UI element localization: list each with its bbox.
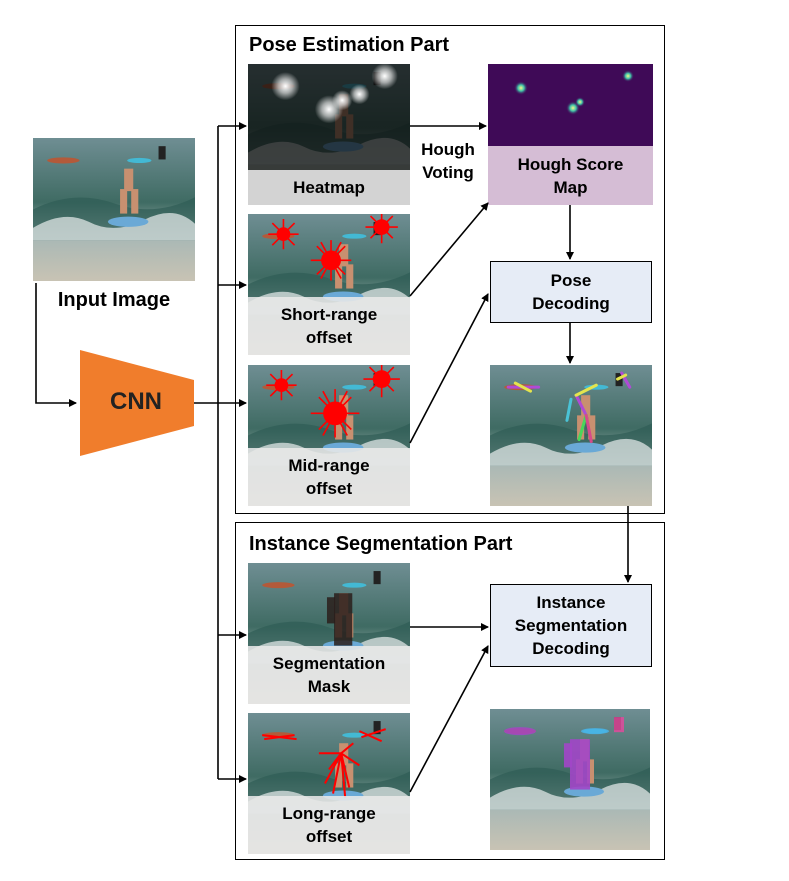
seg-section-title: Instance Segmentation Part [249, 533, 513, 555]
mid-range-offset-thumb: Mid-range offset [248, 365, 410, 506]
long-range-offset-thumb: Long-range offset [248, 713, 410, 854]
cnn-label: CNN [110, 388, 162, 415]
pose-output-image [490, 365, 652, 506]
cnn-block [80, 350, 194, 456]
pose-estimation-section [235, 25, 665, 514]
pose-decoding-node: Pose Decoding [490, 261, 652, 323]
hough-score-map-thumb: Hough Score Map [488, 64, 653, 205]
short-range-caption: Short-range offset [248, 297, 410, 355]
long-range-caption: Long-range offset [248, 796, 410, 854]
short-range-offset-thumb: Short-range offset [248, 214, 410, 355]
hough-score-map-caption: Hough Score Map [488, 146, 653, 205]
heatmap-thumb: Heatmap [248, 64, 410, 205]
segmentation-mask-caption: Segmentation Mask [248, 646, 410, 704]
segmentation-mask-thumb: Segmentation Mask [248, 563, 410, 704]
mid-range-caption: Mid-range offset [248, 448, 410, 506]
input-image-label: Input Image [57, 289, 171, 311]
hough-voting-label: Hough Voting [421, 140, 475, 182]
instance-segmentation-section [235, 522, 665, 860]
heatmap-caption: Heatmap [248, 170, 410, 205]
instance-output-image [490, 709, 650, 850]
pose-section-title: Pose Estimation Part [249, 34, 450, 56]
instance-segmentation-decoding-node: Instance Segmentation Decoding [490, 584, 652, 667]
